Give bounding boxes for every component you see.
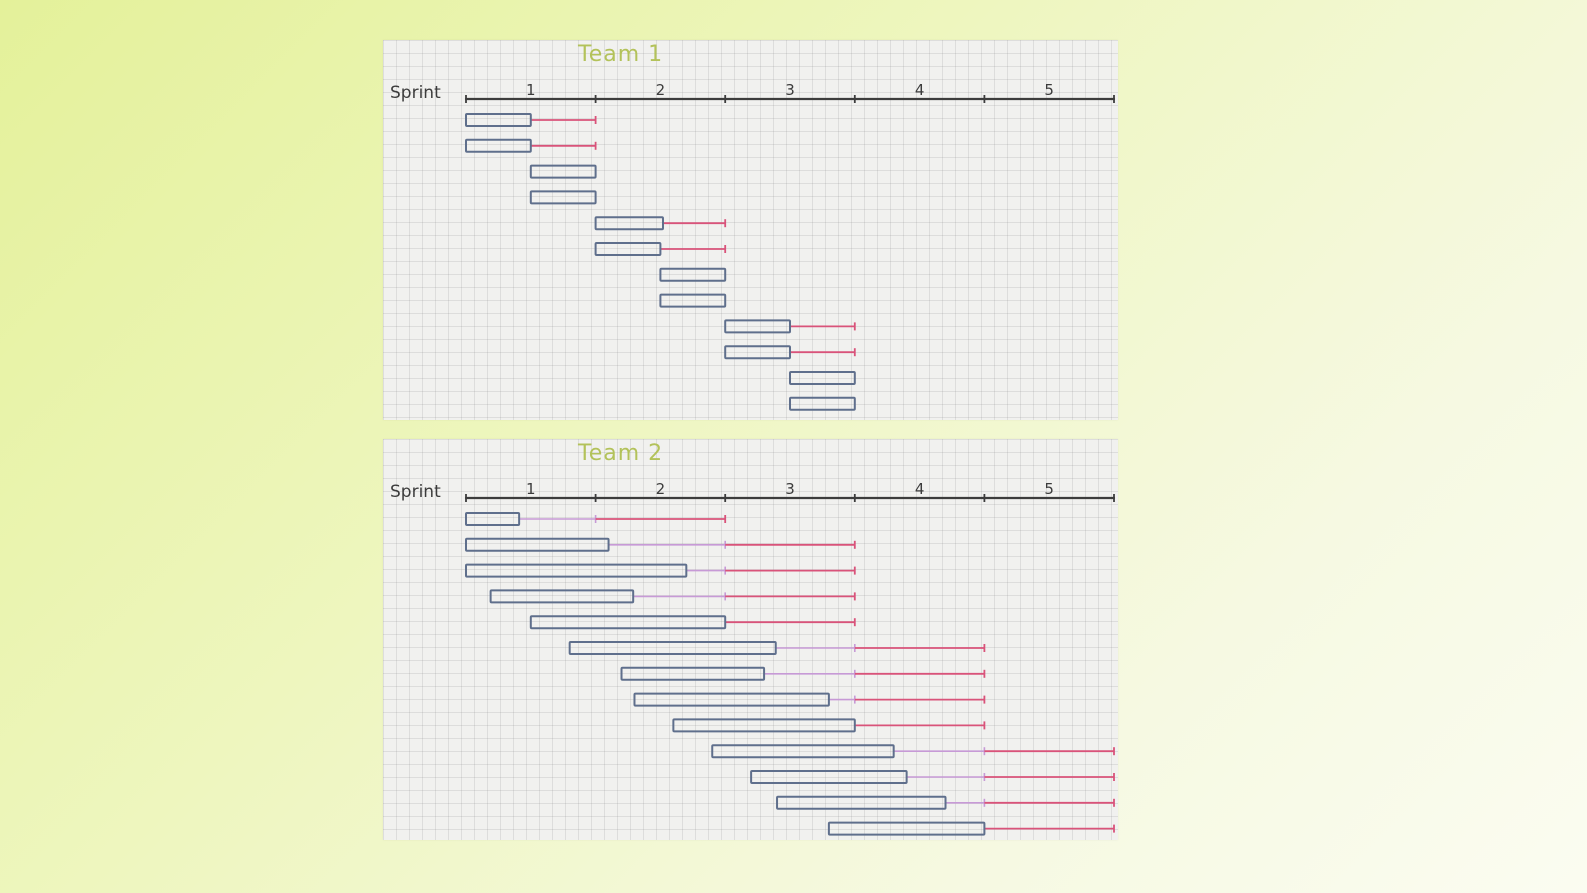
sprint-tick-label: 3 — [785, 480, 795, 498]
task-bar — [568, 641, 777, 655]
sprint-tick-label: 3 — [785, 81, 795, 99]
task-bar — [465, 138, 532, 153]
task-bar — [465, 512, 521, 526]
task-bar — [465, 113, 532, 127]
sprint-tick-label: 5 — [1044, 81, 1054, 99]
task-bar — [672, 718, 856, 733]
task-bar — [465, 537, 610, 552]
team-2-axis-label: Sprint — [390, 482, 441, 502]
task-bar — [633, 692, 830, 707]
task-bar — [659, 267, 727, 282]
task-bar — [827, 821, 986, 836]
task-bar — [750, 770, 908, 784]
task-bar — [789, 396, 856, 411]
task-bar — [776, 795, 947, 810]
task-bar — [594, 216, 664, 231]
sprint-tick-label: 4 — [915, 480, 925, 498]
team-2-title: Team 2 — [578, 441, 664, 466]
task-bar — [724, 345, 792, 360]
team-1-title: Team 1 — [578, 42, 664, 67]
task-bar — [789, 371, 856, 385]
sprint-tick-label: 5 — [1044, 480, 1054, 498]
sprint-tick-label: 1 — [526, 81, 536, 99]
task-bar — [724, 319, 792, 334]
team-1-plot: 1 2 3 4 5 — [464, 81, 1116, 411]
task-bar — [529, 164, 597, 179]
team-2-plot: 1 2 3 4 5 — [464, 480, 1116, 836]
sprint-tick-label: 2 — [656, 480, 666, 498]
task-bar — [594, 242, 662, 256]
task-bar — [529, 190, 597, 205]
task-bar — [620, 666, 766, 681]
task-bar — [529, 615, 727, 630]
team-1-axis-label: Sprint — [390, 83, 441, 103]
sprint-tick-label: 1 — [526, 480, 536, 498]
task-bar — [465, 563, 688, 578]
task-bar — [659, 293, 727, 308]
task-bar — [489, 589, 635, 604]
sprint-tick-label: 2 — [656, 81, 666, 99]
team-2-chart: Team 2 Sprint 1 2 3 4 5 — [383, 439, 1118, 840]
sprint-tick-label: 4 — [915, 81, 925, 99]
team-1-chart: Team 1 Sprint 1 2 3 4 5 — [383, 40, 1118, 420]
task-bar — [711, 744, 895, 759]
